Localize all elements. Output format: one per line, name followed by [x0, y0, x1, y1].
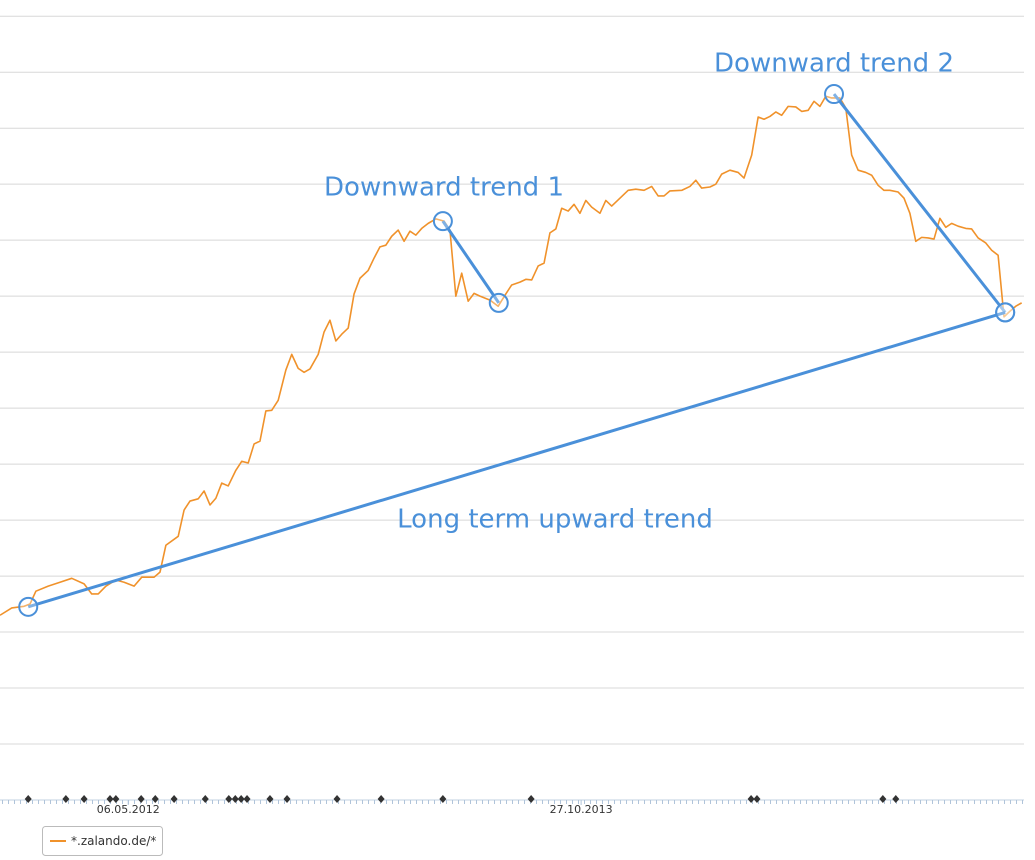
trend-point: [995, 302, 1016, 323]
trend-line: [832, 93, 1007, 314]
event-marker: [237, 795, 245, 803]
legend: *.zalando.de/*: [42, 826, 163, 856]
event-marker: [170, 795, 178, 803]
trend-point: [488, 292, 509, 313]
event-marker: [24, 795, 32, 803]
event-marker: [377, 795, 385, 803]
trend-point: [432, 211, 453, 232]
event-marker: [80, 795, 88, 803]
event-marker: [747, 795, 755, 803]
event-marker: [753, 795, 761, 803]
event-marker: [243, 795, 251, 803]
legend-label: *.zalando.de/*: [71, 834, 156, 848]
trend-line: [27, 310, 1006, 609]
event-marker: [231, 795, 239, 803]
x-tick-label: 27.10.2013: [550, 803, 613, 816]
event-marker: [201, 795, 209, 803]
event-marker: [527, 795, 535, 803]
trend-line: [441, 220, 501, 304]
event-marker: [439, 795, 447, 803]
event-marker: [151, 795, 159, 803]
x-tick-label: 06.05.2012: [97, 803, 160, 816]
event-marker: [283, 795, 291, 803]
trend-point: [824, 84, 845, 105]
event-marker: [266, 795, 274, 803]
annotation-label: Downward trend 1: [324, 173, 564, 203]
event-marker: [225, 795, 233, 803]
series-line: [0, 95, 1023, 616]
event-marker: [62, 795, 70, 803]
event-marker: [106, 795, 114, 803]
event-marker: [112, 795, 120, 803]
trend-point: [18, 596, 39, 617]
event-marker: [137, 795, 145, 803]
annotation-label: Downward trend 2: [714, 49, 954, 79]
annotation-label: Long term upward trend: [397, 505, 713, 535]
legend-box: [42, 826, 163, 856]
event-marker: [892, 795, 900, 803]
event-marker: [879, 795, 887, 803]
event-marker: [333, 795, 341, 803]
